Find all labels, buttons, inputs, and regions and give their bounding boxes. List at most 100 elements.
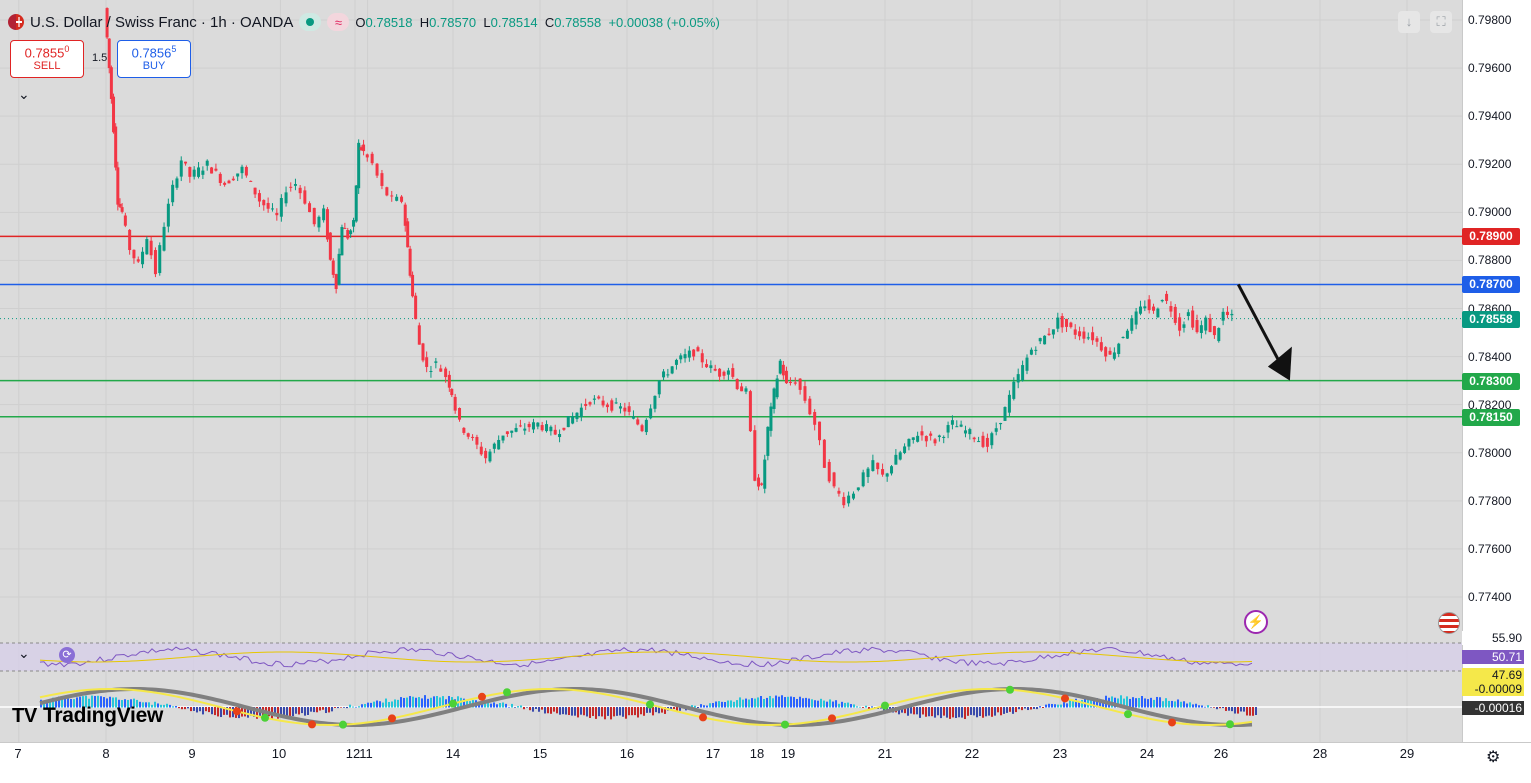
candle-body xyxy=(488,451,492,462)
candle-body xyxy=(1091,332,1095,341)
candle-body xyxy=(450,388,454,396)
oscillator-bar xyxy=(97,695,99,708)
chevron-down-icon[interactable]: ⌄ xyxy=(18,645,30,661)
us-swiss-flag-icon[interactable] xyxy=(8,14,24,30)
oscillator-bar xyxy=(568,707,570,716)
oscillator-bar xyxy=(313,707,315,713)
oscillator-bar xyxy=(553,707,555,712)
candle-body xyxy=(253,187,257,195)
candle-body xyxy=(553,429,557,435)
candle-body xyxy=(748,391,752,432)
oscillator-bar xyxy=(1117,698,1119,708)
candle-body xyxy=(466,433,470,437)
fullscreen-icon[interactable]: ⛶ xyxy=(1430,11,1452,33)
oscillator-bar xyxy=(205,707,207,712)
oscillator-bar xyxy=(1195,703,1197,708)
candle-body xyxy=(700,353,704,363)
arrow-down-icon[interactable]: ↓ xyxy=(1398,11,1420,33)
price-level-label[interactable]: 0.78700 xyxy=(1462,276,1520,294)
oscillator-bar xyxy=(73,699,75,708)
oscillator-bar xyxy=(1000,707,1002,716)
oscillator-bar xyxy=(394,699,396,708)
time-axis-tick: 24 xyxy=(1139,746,1155,761)
candle-body xyxy=(1208,318,1212,333)
us-flag-icon[interactable] xyxy=(1438,612,1460,634)
oscillator-bar xyxy=(931,707,933,717)
oscillator-bar xyxy=(256,707,258,719)
candle-body xyxy=(740,386,744,392)
candle-body xyxy=(713,368,717,371)
candle-body xyxy=(709,365,713,369)
oscillator-bar xyxy=(430,697,432,708)
candle-body xyxy=(214,168,218,171)
oscillator-bar xyxy=(784,697,786,708)
time-axis-tick: 7 xyxy=(14,746,22,761)
oscillator-bar xyxy=(676,707,678,712)
oscillator-bar xyxy=(922,707,924,715)
chart-area[interactable] xyxy=(0,0,1462,742)
oscillator-bar xyxy=(673,707,675,709)
chevron-down-icon[interactable]: ⌄ xyxy=(18,86,30,102)
tradingview-logo[interactable]: TV TradingView xyxy=(12,704,163,727)
oscillator-bar xyxy=(538,707,540,712)
candle-body xyxy=(444,368,448,378)
gear-icon[interactable]: ⚙ xyxy=(1486,749,1501,766)
oscillator-bar xyxy=(1006,707,1008,713)
oscillator-bar xyxy=(169,704,171,708)
candle-body xyxy=(518,425,522,427)
oscillator-bar xyxy=(652,707,654,716)
oscillator-bar xyxy=(586,707,588,717)
oscillator-bar xyxy=(1198,705,1200,708)
cross-dot-red xyxy=(828,714,836,723)
oscillator-bar xyxy=(151,704,153,708)
price-axis[interactable] xyxy=(1462,0,1531,742)
oscillator-bar xyxy=(364,703,366,708)
price-level-label[interactable]: 0.78150 xyxy=(1462,408,1520,426)
oscillator-bar xyxy=(370,702,372,708)
sell-button[interactable]: 0.78550 SELL xyxy=(10,40,84,78)
oscillator-bar xyxy=(1081,699,1083,708)
candle-body xyxy=(354,185,358,222)
oscillator-bar xyxy=(724,702,726,708)
oscillator-bar xyxy=(691,705,693,708)
candle-body xyxy=(385,187,389,196)
oscillator-bar xyxy=(196,707,198,713)
candle-body xyxy=(380,173,384,186)
oscillator-bar xyxy=(1078,700,1080,708)
candle-body xyxy=(153,250,157,275)
candle-body xyxy=(618,406,622,409)
oscillator-bar xyxy=(1159,697,1161,708)
price-level-label[interactable]: 0.78558 xyxy=(1462,310,1520,328)
candle-body xyxy=(977,441,981,443)
candle-body xyxy=(375,163,379,176)
oscillator-bar xyxy=(541,707,543,710)
time-axis[interactable] xyxy=(0,742,1531,783)
oscillator-bar xyxy=(958,707,960,718)
oscillator-bar xyxy=(244,707,246,717)
oscillator-bar xyxy=(385,698,387,708)
symbol-title[interactable]: U.S. Dollar / Swiss Franc · 1h · OANDA xyxy=(30,13,294,31)
chart-canvas[interactable] xyxy=(0,0,1462,742)
candle-body xyxy=(1160,300,1164,302)
oscillator-bar xyxy=(898,707,900,715)
cross-dot-red xyxy=(308,720,316,729)
candle-body xyxy=(346,230,350,239)
refresh-icon[interactable]: ⟳ xyxy=(59,647,75,663)
lightning-icon[interactable]: ⚡ xyxy=(1244,610,1268,634)
candle-body xyxy=(670,366,674,374)
candle-body xyxy=(588,402,592,405)
oscillator-bar xyxy=(556,707,558,714)
candle-body xyxy=(312,207,316,225)
candle-body xyxy=(808,398,812,415)
oscillator-bar xyxy=(154,701,156,708)
candle-body xyxy=(692,349,696,357)
time-axis-tick: 28 xyxy=(1312,746,1328,761)
candle-body xyxy=(370,153,374,164)
oscillator-bar xyxy=(658,707,660,714)
price-level-label[interactable]: 0.78300 xyxy=(1462,372,1520,390)
price-level-label[interactable]: 0.78900 xyxy=(1462,228,1520,246)
candle-body xyxy=(1191,310,1195,328)
oscillator-bar xyxy=(1213,707,1215,708)
oscillator-bar xyxy=(1246,707,1248,716)
buy-button[interactable]: 0.78565 BUY xyxy=(117,40,191,78)
